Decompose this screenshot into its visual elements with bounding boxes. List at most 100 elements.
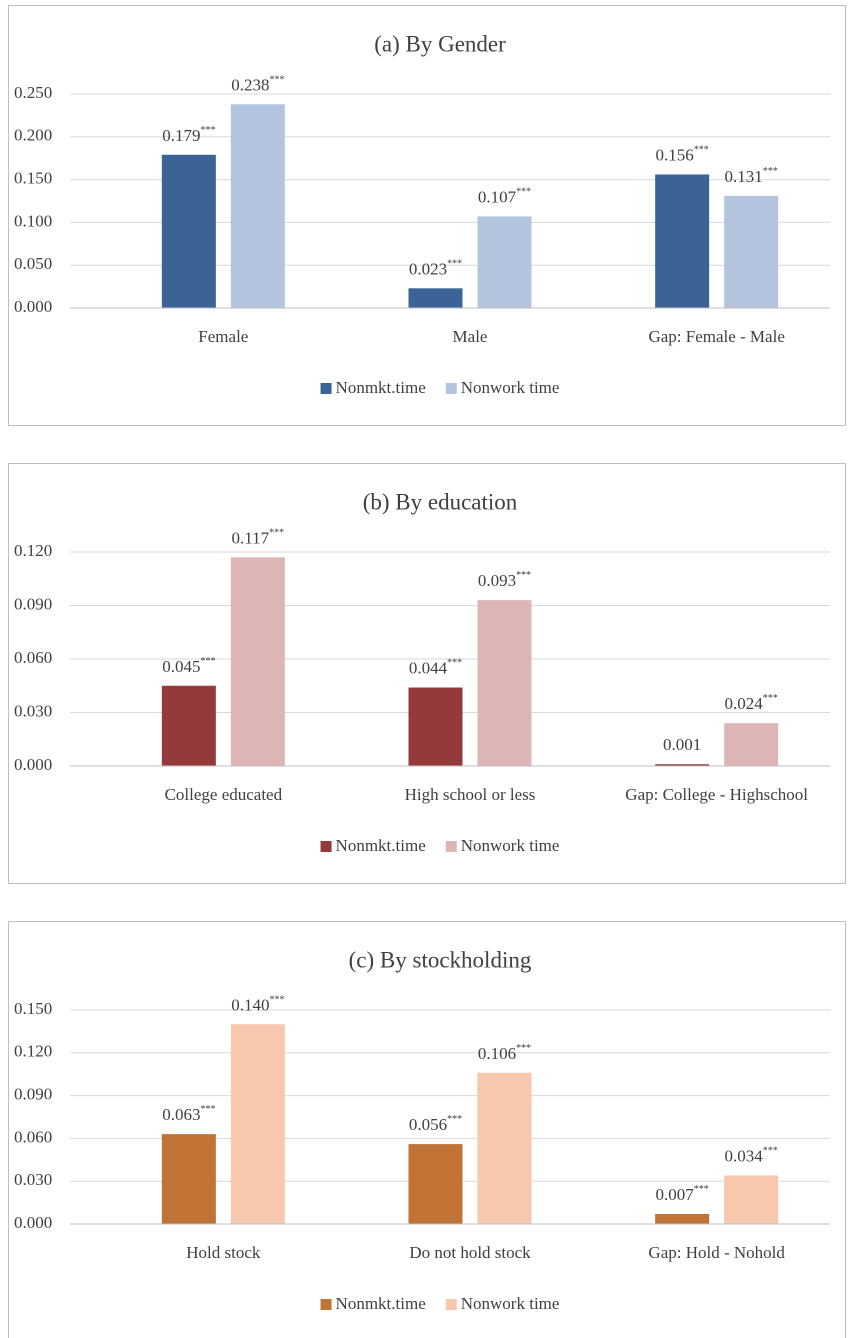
y-tick-label: 0.150 [14,169,52,188]
bar [477,600,532,766]
chart-title: (b) By education [363,489,518,514]
value-label: 0.238*** [231,75,284,95]
bar [477,216,532,308]
legend-swatch [320,841,332,852]
value-label-stars: *** [694,145,709,156]
legend-swatch [320,383,332,394]
value-label: 0.034*** [725,1146,778,1166]
value-label-stars: *** [447,259,462,270]
value-label-number: 0.093 [478,571,516,590]
bar [655,1214,710,1224]
legend-label: Nonwork time [461,836,560,855]
value-label: 0.117*** [232,528,285,548]
bar [230,104,285,308]
value-label-number: 0.156 [656,145,694,164]
y-tick-label: 0.030 [14,701,52,720]
value-label: 0.156*** [656,145,709,165]
value-label-stars: *** [763,693,778,704]
bar [161,154,216,308]
value-label-stars: *** [763,1146,778,1157]
value-label: 0.024*** [725,693,778,713]
value-label: 0.007*** [656,1184,709,1204]
chart-frame [8,921,846,1338]
value-label: 0.179*** [162,125,215,145]
value-label: 0.044*** [409,658,462,678]
value-label-number: 0.024 [725,694,764,713]
y-tick-label: 0.060 [14,1127,52,1146]
x-tick-label: College educated [165,785,283,804]
bar [161,1134,216,1224]
value-label: 0.106*** [478,1043,531,1063]
value-label: 0.131*** [725,166,778,186]
bar [724,195,779,308]
x-tick-label: Gap: College - Highschool [625,785,808,804]
legend-label: Nonmkt.time [336,378,426,397]
value-label-stars: *** [516,570,531,581]
legend: Nonmkt.time Nonwork time [320,836,560,855]
legend-swatch [445,1299,457,1310]
bar [655,764,710,766]
bar [408,687,463,766]
x-tick-label: Gap: Hold - Nohold [648,1243,785,1262]
value-label: 0.107*** [478,187,531,207]
chart-frame [8,5,846,426]
legend-swatch [320,1299,332,1310]
value-label-number: 0.107 [478,187,517,206]
value-label-number: 0.056 [409,1115,447,1134]
chart: (b) By education 0.000 0.030 0.060 0.090 0.12… [8,463,846,884]
bar [655,174,710,308]
value-label: 0.023*** [409,259,462,279]
value-label-number: 0.117 [232,528,270,547]
value-label-number: 0.007 [656,1185,695,1204]
x-tick-label: Hold stock [186,1243,261,1262]
value-label-number: 0.045 [162,657,200,676]
y-tick-label: 0.090 [14,594,52,613]
legend-label: Nonwork time [461,1294,560,1313]
value-label-stars: *** [200,125,215,136]
value-label-stars: *** [447,658,462,669]
value-label-stars: *** [516,1043,531,1054]
y-tick-label: 0.150 [14,999,52,1018]
value-label-number: 0.023 [409,259,447,278]
chart-title: (a) By Gender [374,31,506,56]
legend-label: Nonwork time [461,378,560,397]
bar [724,723,779,766]
value-label-stars: *** [269,75,284,86]
value-label: 0.093*** [478,570,531,590]
value-label-number: 0.131 [725,167,763,186]
value-label-number: 0.034 [725,1146,764,1165]
legend-swatch [445,841,457,852]
value-label-number: 0.179 [162,126,200,145]
y-tick-label: 0.120 [14,541,52,560]
value-label-stars: *** [269,528,284,539]
value-label: 0.056*** [409,1114,462,1134]
bar [408,1144,463,1224]
value-label: 0.045*** [162,656,215,676]
y-tick-label: 0.050 [14,254,52,273]
value-label-number: 0.063 [162,1105,200,1124]
bar [724,1175,779,1224]
value-label-number: 0.044 [409,658,448,677]
value-label: 0.001 [663,735,701,754]
bar [161,685,216,766]
value-label: 0.063*** [162,1104,215,1124]
x-tick-label: Female [198,327,248,346]
x-tick-label: Gap: Female - Male [648,327,784,346]
value-label-stars: *** [516,187,531,198]
value-label-stars: *** [200,656,215,667]
chart-frame [8,463,846,884]
value-label-stars: *** [200,1104,215,1115]
legend-label: Nonmkt.time [336,836,426,855]
value-label-stars: *** [763,166,778,177]
bar [230,1024,285,1224]
y-tick-label: 0.000 [14,1213,52,1232]
value-label: 0.140*** [231,995,284,1015]
y-tick-label: 0.250 [14,83,52,102]
x-tick-label: High school or less [405,785,536,804]
y-tick-label: 0.090 [14,1085,52,1104]
y-tick-label: 0.030 [14,1170,52,1189]
y-tick-label: 0.120 [14,1042,52,1061]
value-label-number: 0.140 [231,995,269,1014]
